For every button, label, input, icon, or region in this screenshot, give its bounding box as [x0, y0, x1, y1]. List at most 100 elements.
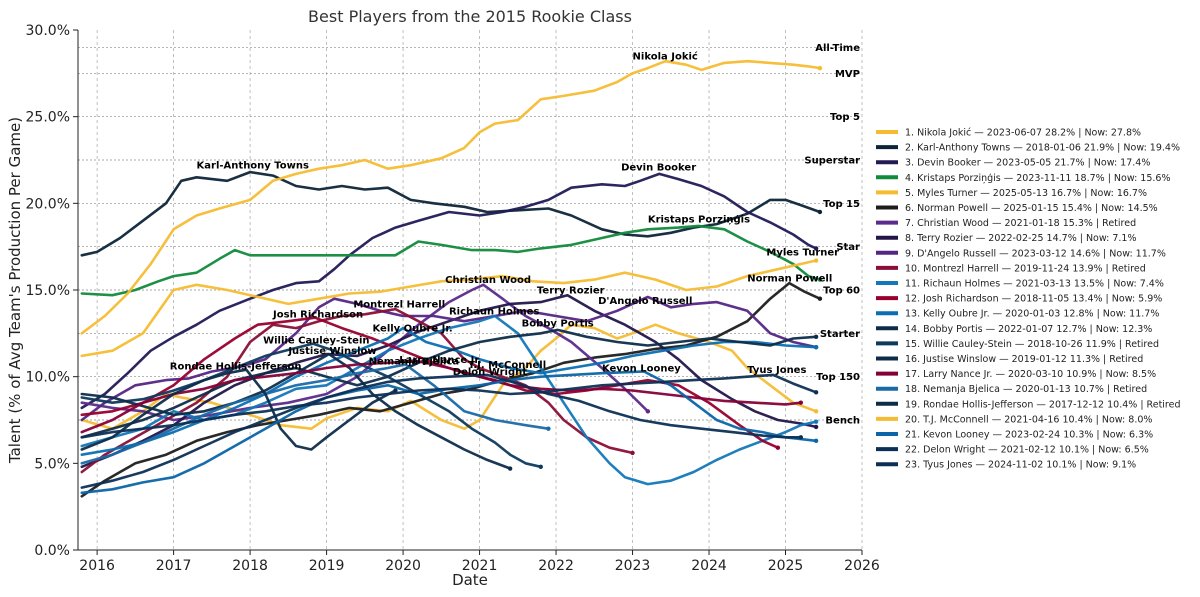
series-line — [80, 307, 634, 474]
legend-entry: 16. Justise Winslow — 2019-01-12 11.3% |… — [905, 354, 1143, 365]
player-labels: Nikola Jokić Karl-Anthony Towns Devin Book… — [170, 50, 839, 377]
player-peak-label: Terry Rozier — [537, 285, 605, 296]
series-endpoint — [630, 450, 635, 456]
player-peak-label: Karl-Anthony Towns — [197, 161, 309, 172]
legend-entry: 20. T.J. McConnell — 2021-04-16 10.4% | … — [905, 414, 1152, 425]
series-endpoint — [775, 445, 781, 450]
x-tick-label: 2020 — [385, 558, 421, 574]
series-endpoint — [817, 277, 823, 282]
series-line — [80, 368, 397, 451]
x-tick-label: 2024 — [691, 558, 727, 574]
player-peak-label: Myles Turner — [766, 247, 839, 258]
series-endpoint — [798, 435, 804, 440]
series-endpoint — [817, 209, 823, 215]
legend-entry: 21. Kevon Looney — 2023-02-24 10.3% | No… — [905, 430, 1153, 441]
series-line — [80, 259, 818, 358]
x-tick-label: 2022 — [538, 558, 574, 574]
legend-entry: 1. Nikola Jokić — 2023-06-07 28.2% | Now… — [905, 128, 1141, 139]
chart-title: Best Players from the 2015 Rookie Class — [308, 7, 632, 26]
legend-entry: 23. Tyus Jones — 2024-11-02 10.1% | Now:… — [905, 460, 1136, 471]
x-tick-label: 2021 — [462, 558, 498, 574]
tier-label: Bench — [825, 416, 860, 427]
series-line — [80, 224, 822, 297]
player-peak-label: Larry Nance Jr. — [399, 355, 481, 366]
x-tick-label: 2026 — [844, 558, 880, 574]
player-peak-label: T.J. McConnell — [468, 360, 546, 371]
series-line — [80, 342, 543, 469]
legend-entry: 12. Josh Richardson — 2018-11-05 13.4% |… — [905, 294, 1162, 305]
x-tick-label: 2017 — [156, 558, 192, 574]
x-tick-label: 2023 — [615, 558, 651, 574]
x-tick-label: 2016 — [79, 558, 115, 574]
tier-label: Star — [836, 242, 860, 253]
series-endpoint — [813, 424, 819, 430]
player-peak-label: Devin Booker — [621, 162, 696, 173]
series-endpoint — [393, 388, 398, 393]
series-endpoint — [538, 464, 543, 469]
axes: 2016 2017 2018 2019 2020 2021 2022 2023 2024 2025… — [26, 23, 880, 574]
legend: 1. Nikola Jokić — 2023-06-07 28.2% | Now… — [876, 128, 1181, 471]
series-endpoint — [507, 466, 513, 471]
legend-entry: 18. Nemanja Bjelica — 2020-01-13 10.7% |… — [905, 384, 1147, 395]
x-tick-label: 2018 — [232, 558, 268, 574]
player-peak-label: Kristaps Porziņģis — [648, 214, 750, 225]
series-line — [80, 363, 550, 465]
player-peak-label: Richaun Holmes — [449, 306, 540, 317]
series-line — [80, 373, 818, 439]
legend-entry: 7. Christian Wood — 2021-01-18 15.3% | R… — [905, 218, 1136, 229]
tier-label: Superstar — [804, 156, 860, 167]
series-line — [80, 172, 818, 410]
series-lines — [80, 59, 823, 498]
legend-entry: 9. D'Angelo Russell — 2023-03-12 14.6% |… — [905, 248, 1166, 259]
legend-entry: 2. Karl-Anthony Towns — 2018-01-06 21.9%… — [905, 143, 1180, 154]
x-tick-label: 2019 — [309, 558, 345, 574]
series-endpoint — [813, 409, 819, 414]
player-peak-label: Kelly Oubre Jr. — [372, 324, 452, 335]
series-endpoint — [813, 345, 819, 350]
x-axis-title: Date — [452, 571, 488, 589]
y-tick-label: 5.0% — [34, 456, 70, 472]
legend-entry: 19. Rondae Hollis-Jefferson — 2017-12-12… — [905, 399, 1181, 410]
tier-label: Top 5 — [830, 112, 860, 123]
tier-label: Top 15 — [823, 199, 860, 210]
series-line — [80, 59, 822, 335]
series-line — [80, 352, 512, 470]
series-endpoint — [813, 334, 819, 339]
series-line — [80, 316, 780, 450]
player-peak-label: Christian Wood — [445, 275, 531, 286]
tier-label: All-Time — [815, 43, 860, 54]
tier-label: Top 150 — [816, 372, 860, 383]
legend-entry: 14. Bobby Portis — 2022-01-07 12.7% | No… — [905, 324, 1152, 335]
y-tick-label: 20.0% — [26, 196, 70, 212]
series-endpoint — [813, 419, 819, 424]
tier-label: Top 60 — [823, 286, 860, 297]
legend-entry: 22. Delon Wright — 2021-02-12 10.1% | No… — [905, 445, 1149, 456]
series-endpoint — [798, 400, 804, 405]
player-peak-label: Rondae Hollis-Jefferson — [170, 362, 302, 373]
series-endpoint — [813, 258, 819, 263]
series-endpoint — [546, 426, 551, 431]
legend-entry: 15. Willie Cauley-Stein — 2018-10-26 11.… — [905, 339, 1159, 350]
player-peak-label: Nikola Jokić — [633, 50, 698, 62]
legend-entry: 5. Myles Turner — 2025-05-13 16.7% | Now… — [905, 188, 1147, 199]
legend-entry: 8. Terry Rozier — 2022-02-25 14.7% | Now… — [905, 233, 1136, 244]
legend-entry: 17. Larry Nance Jr. — 2020-03-10 10.9% |… — [905, 369, 1156, 380]
series-endpoint — [817, 296, 823, 301]
tier-lines: All-Time MVP Top 5 Superstar Top 15 Star Top 6… — [78, 43, 862, 427]
y-tick-label: 15.0% — [26, 283, 70, 299]
player-peak-label: Norman Powell — [747, 273, 832, 284]
y-tick-label: 0.0% — [34, 543, 70, 559]
series-endpoint — [813, 246, 819, 251]
series-endpoint — [813, 438, 819, 443]
tier-label: Starter — [820, 329, 860, 340]
series-line — [80, 328, 818, 439]
player-peak-label: Josh Richardson — [272, 310, 363, 321]
series-line — [80, 373, 803, 489]
y-tick-label: 30.0% — [26, 23, 70, 39]
series-line — [80, 295, 818, 422]
series-endpoint — [645, 409, 651, 414]
player-peak-label: Delon Wright — [453, 367, 527, 378]
x-tick-label: 2025 — [768, 558, 804, 574]
y-tick-label: 10.0% — [26, 370, 70, 386]
